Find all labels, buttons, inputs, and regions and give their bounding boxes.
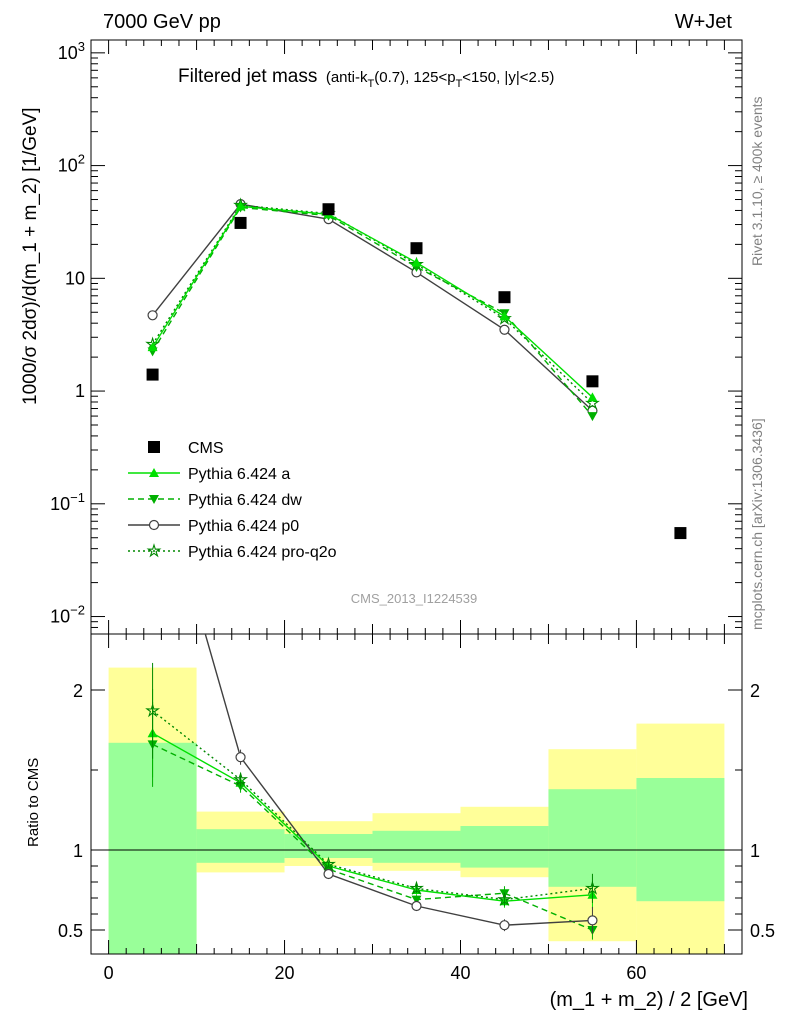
ratio-point-pythia_pro bbox=[497, 891, 512, 906]
ratio-y-tick-label: 2 bbox=[750, 681, 760, 701]
y-tick-label: 102 bbox=[58, 152, 85, 176]
collision-label: 7000 GeV pp bbox=[103, 11, 221, 33]
point-cms bbox=[410, 242, 423, 255]
point-cms bbox=[146, 368, 159, 381]
ratio-y-axis-label: Ratio to CMS bbox=[25, 758, 42, 847]
point-pythia_p0 bbox=[147, 310, 158, 321]
ratio-point-pythia_pro bbox=[233, 771, 249, 786]
ratio-point-pythia_pro bbox=[321, 856, 336, 871]
ratio-point-pythia_p0 bbox=[235, 752, 246, 763]
x-tick-label: 20 bbox=[275, 963, 295, 983]
x-axis-label: (m_1 + m_2) / 2 [GeV] bbox=[550, 989, 748, 1011]
mcplots-label: mcplots.cern.ch [arXiv:1306.3436] bbox=[749, 418, 765, 630]
legend-label-pythia_p0: Pythia 6.424 p0 bbox=[188, 518, 299, 535]
point-cms bbox=[586, 375, 599, 388]
point-pythia_a bbox=[587, 392, 598, 402]
green-band-bin bbox=[460, 826, 549, 868]
green-band-bin bbox=[196, 829, 285, 863]
x-tick-label: 0 bbox=[104, 963, 114, 983]
y-tick-label: 1 bbox=[75, 381, 85, 401]
legend-marker-data bbox=[148, 441, 160, 453]
ratio-y-tick-label: 0.5 bbox=[750, 921, 775, 941]
legend-label-pythia_dw: Pythia 6.424 dw bbox=[188, 492, 302, 509]
x-tick-label: 60 bbox=[626, 963, 646, 983]
ratio-panel-series bbox=[145, 634, 600, 940]
point-pythia_p0 bbox=[499, 324, 510, 335]
green-band-bin bbox=[548, 789, 637, 887]
point-pythia_a bbox=[147, 342, 158, 352]
main-y-axis-label: 1000/σ 2dσ)/d(m_1 + m_2) [1/GeV] bbox=[20, 107, 41, 405]
point-cms bbox=[234, 216, 247, 229]
ratio-y-tick-label: 1 bbox=[73, 841, 83, 861]
process-label: W+Jet bbox=[675, 11, 733, 33]
legend-marker-pythia_p0 bbox=[148, 519, 160, 531]
ratio-uncertainty-bands bbox=[91, 667, 742, 954]
series-line-pythia_pro bbox=[151, 204, 593, 404]
legend-marker-pythia_dw bbox=[149, 495, 159, 504]
point-pythia_pro bbox=[497, 310, 512, 325]
ratio-panel-frame bbox=[90, 633, 743, 955]
green-band-bin bbox=[372, 830, 461, 863]
y-tick-label: 10−2 bbox=[50, 603, 85, 627]
point-pythia_dw bbox=[587, 412, 598, 422]
ratio-y-tick-label: 0.5 bbox=[58, 921, 83, 941]
point-cms bbox=[674, 527, 687, 540]
point-cms bbox=[498, 291, 511, 304]
point-pythia_a bbox=[235, 201, 246, 211]
green-band-bin bbox=[636, 778, 725, 902]
y-tick-label: 10 bbox=[65, 268, 85, 288]
legend: CMS Pythia 6.424 a Pythia 6.424 dw Pythia 6… bbox=[128, 440, 337, 561]
ratio-point-pythia_dw bbox=[411, 895, 422, 905]
legend-label-data: CMS bbox=[188, 440, 224, 457]
rivet-label: Rivet 3.1.10, ≥ 400k events bbox=[749, 96, 765, 266]
series-line-pythia_p0 bbox=[152, 203, 593, 412]
legend-marker-pythia_pro bbox=[146, 543, 162, 558]
ratio-point-pythia_p0 bbox=[499, 920, 510, 931]
legend-label-pythia_a: Pythia 6.424 a bbox=[188, 466, 290, 483]
y-tick-label: 103 bbox=[58, 39, 85, 63]
ratio-point-pythia_p0 bbox=[587, 915, 598, 926]
ratio-point-pythia_p0 bbox=[323, 868, 334, 880]
ratio-line-pythia_dw bbox=[152, 743, 593, 931]
point-pythia_a bbox=[411, 257, 422, 267]
y-tick-label: 10−1 bbox=[50, 490, 85, 514]
ratio-point-pythia_p0 bbox=[411, 900, 422, 912]
main-panel-series bbox=[145, 197, 687, 540]
analysis-id: CMS_2013_I1224539 bbox=[351, 591, 478, 606]
series-line-pythia_a bbox=[151, 205, 593, 398]
x-tick-label: 40 bbox=[450, 963, 470, 983]
point-pythia_a bbox=[499, 311, 510, 321]
point-cms bbox=[322, 203, 335, 216]
ratio-line-pythia_p0 bbox=[204, 634, 593, 926]
ratio-point-pythia_pro bbox=[584, 880, 600, 895]
legend-label-pythia_pro: Pythia 6.424 pro-q2o bbox=[188, 544, 337, 561]
ratio-line-pythia_a bbox=[152, 732, 593, 902]
ratio-y-tick-label: 2 bbox=[73, 681, 83, 701]
plot-title: Filtered jet mass (anti-kT(0.7), 125<pT<… bbox=[178, 66, 554, 90]
axis-ticks: 10−2 10−1 1 10 102 103 0 20 40 60 0.5 0.5 1 1 2 2 bbox=[50, 39, 775, 983]
legend-marker-pythia_a bbox=[149, 468, 159, 477]
ratio-point-pythia_pro bbox=[145, 702, 161, 718]
point-pythia_pro bbox=[584, 395, 600, 410]
ratio-y-tick-label: 1 bbox=[750, 841, 760, 861]
ratio-point-pythia_pro bbox=[409, 880, 424, 895]
